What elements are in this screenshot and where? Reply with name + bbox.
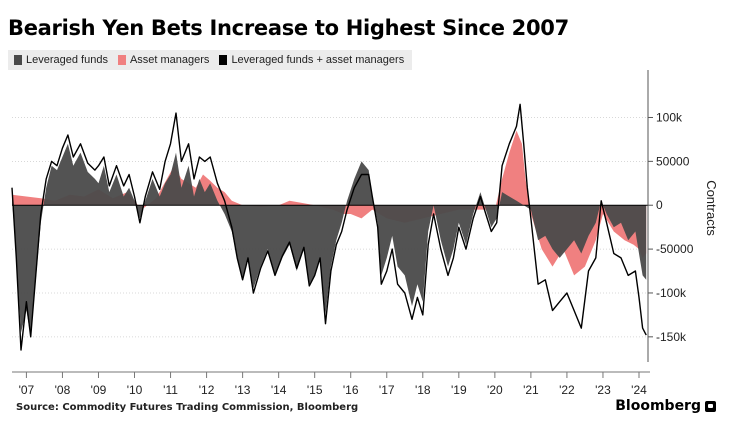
legend-swatch-combined [219, 55, 228, 65]
legend-swatch-asset-managers [117, 55, 126, 65]
x-tick-label: '08 [55, 383, 71, 397]
series-layer [11, 103, 648, 351]
x-tick-label: '22 [559, 383, 575, 397]
chart-title: Bearish Yen Bets Increase to Highest Sin… [8, 16, 569, 40]
y-tick-label: 100k [656, 110, 683, 124]
chart-legend: Leveraged funds Asset managers Leveraged… [8, 50, 413, 70]
legend-item-leveraged: Leveraged funds [14, 54, 108, 66]
source-note: Source: Commodity Futures Trading Commis… [16, 402, 359, 413]
x-tick-label: '18 [415, 383, 431, 397]
x-tick-label: '09 [91, 383, 107, 397]
x-tick-label: '16 [343, 383, 359, 397]
x-tick-label: '11 [163, 383, 178, 397]
legend-item-combined: Leveraged funds + asset managers [219, 54, 404, 66]
y-axis-label: Contracts [704, 180, 719, 236]
x-tick-label: '12 [199, 383, 215, 397]
legend-swatch-leveraged [14, 55, 22, 65]
x-tick-label: '23 [595, 383, 611, 397]
bloomberg-logo: Bloomberg [615, 398, 716, 414]
legend-label-asset-managers: Asset managers [129, 54, 210, 66]
x-tick-label: '07 [19, 383, 35, 397]
x-tick-label: '13 [235, 383, 251, 397]
series-line-combined [11, 103, 647, 351]
x-tick-label: '17 [379, 383, 395, 397]
y-tick-label: -50000 [656, 242, 694, 256]
x-tick-label: '24 [631, 383, 647, 397]
x-tick-label: '14 [271, 383, 287, 397]
legend-label-combined: Leveraged funds + asset managers [231, 54, 405, 66]
legend-label-leveraged: Leveraged funds [26, 54, 108, 66]
y-tick-label: -150k [656, 330, 687, 344]
y-tick-label: 0 [656, 198, 663, 212]
x-tick-label: '21 [523, 383, 539, 397]
y-tick-label: 50000 [656, 154, 690, 168]
series-area-leveraged-funds [12, 143, 647, 337]
x-tick-label: '10 [127, 383, 143, 397]
brand-name: Bloomberg [615, 398, 701, 414]
x-axis: '07 '08 '09 '10 '11 '12 '13 '14 '15 '16 '17 '18 '19 '… [12, 371, 650, 397]
x-tick-label: '19 [451, 383, 467, 397]
bloomberg-terminal-icon [705, 400, 716, 412]
y-tick-label: -100k [656, 286, 687, 300]
legend-item-asset-managers: Asset managers [117, 54, 210, 66]
x-tick-label: '20 [487, 383, 503, 397]
y-axis: 100k 50000 0 -50000 -100k -150k [647, 70, 694, 362]
x-tick-label: '15 [307, 383, 323, 397]
